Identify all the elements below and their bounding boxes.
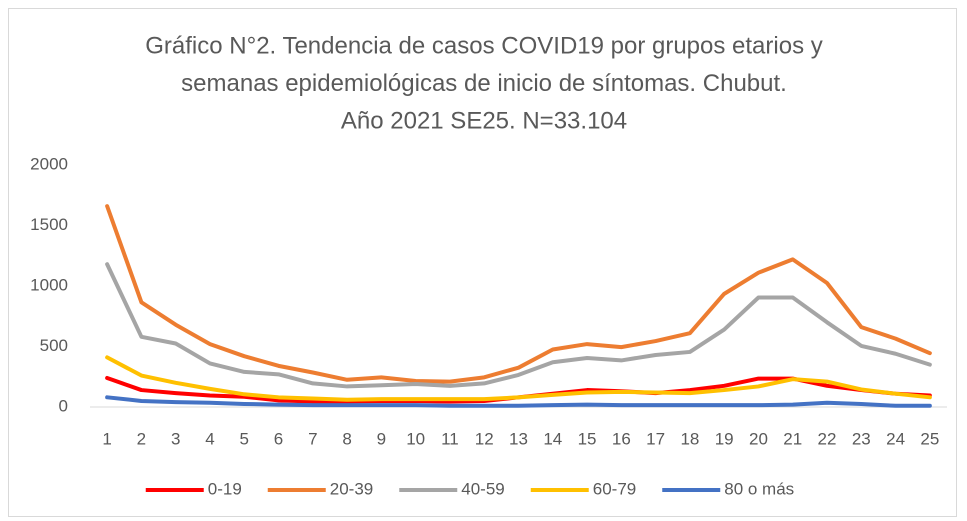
x-tick-label: 7 <box>308 429 317 448</box>
legend-label: 20-39 <box>330 479 373 498</box>
x-tick-label: 17 <box>646 429 665 448</box>
x-tick-label: 13 <box>509 429 528 448</box>
y-tick-label: 1000 <box>30 275 68 294</box>
series-line <box>105 204 932 384</box>
x-tick-label: 16 <box>612 429 631 448</box>
x-tick-label: 18 <box>680 429 699 448</box>
x-tick-label: 22 <box>818 429 837 448</box>
x-tick-label: 23 <box>852 429 871 448</box>
x-tick-label: 12 <box>475 429 494 448</box>
chart-title: Gráfico N°2. Tendencia de casos COVID19 … <box>145 32 823 59</box>
x-tick-label: 25 <box>920 429 939 448</box>
legend-label: 80 o más <box>724 479 794 498</box>
legend-label: 60-79 <box>593 479 636 498</box>
y-tick-label: 1500 <box>30 215 68 234</box>
legend-label: 40-59 <box>461 479 504 498</box>
legend-label: 0-19 <box>208 479 242 498</box>
y-tick-label: 2000 <box>30 154 68 173</box>
x-tick-label: 4 <box>205 429 214 448</box>
x-tick-label: 19 <box>715 429 734 448</box>
x-tick-label: 9 <box>377 429 386 448</box>
chart-title: semanas epidemiológicas de inicio de sín… <box>181 70 787 97</box>
chart-title: Año 2021 SE25. N=33.104 <box>341 107 627 134</box>
x-tick-label: 11 <box>441 429 459 448</box>
series-line <box>105 355 932 402</box>
x-tick-label: 3 <box>171 429 180 448</box>
x-tick-label: 8 <box>342 429 351 448</box>
y-tick-label: 0 <box>59 396 68 415</box>
x-tick-label: 2 <box>137 429 146 448</box>
x-tick-label: 20 <box>749 429 768 448</box>
series-line <box>105 395 932 408</box>
x-tick-label: 21 <box>783 429 802 448</box>
series-line <box>105 262 932 389</box>
x-tick-label: 1 <box>102 429 111 448</box>
x-tick-label: 14 <box>543 429 562 448</box>
x-tick-label: 5 <box>240 429 249 448</box>
x-tick-label: 10 <box>406 429 425 448</box>
y-tick-label: 500 <box>40 336 68 355</box>
x-tick-label: 15 <box>578 429 597 448</box>
x-tick-label: 6 <box>274 429 283 448</box>
x-tick-label: 24 <box>886 429 905 448</box>
